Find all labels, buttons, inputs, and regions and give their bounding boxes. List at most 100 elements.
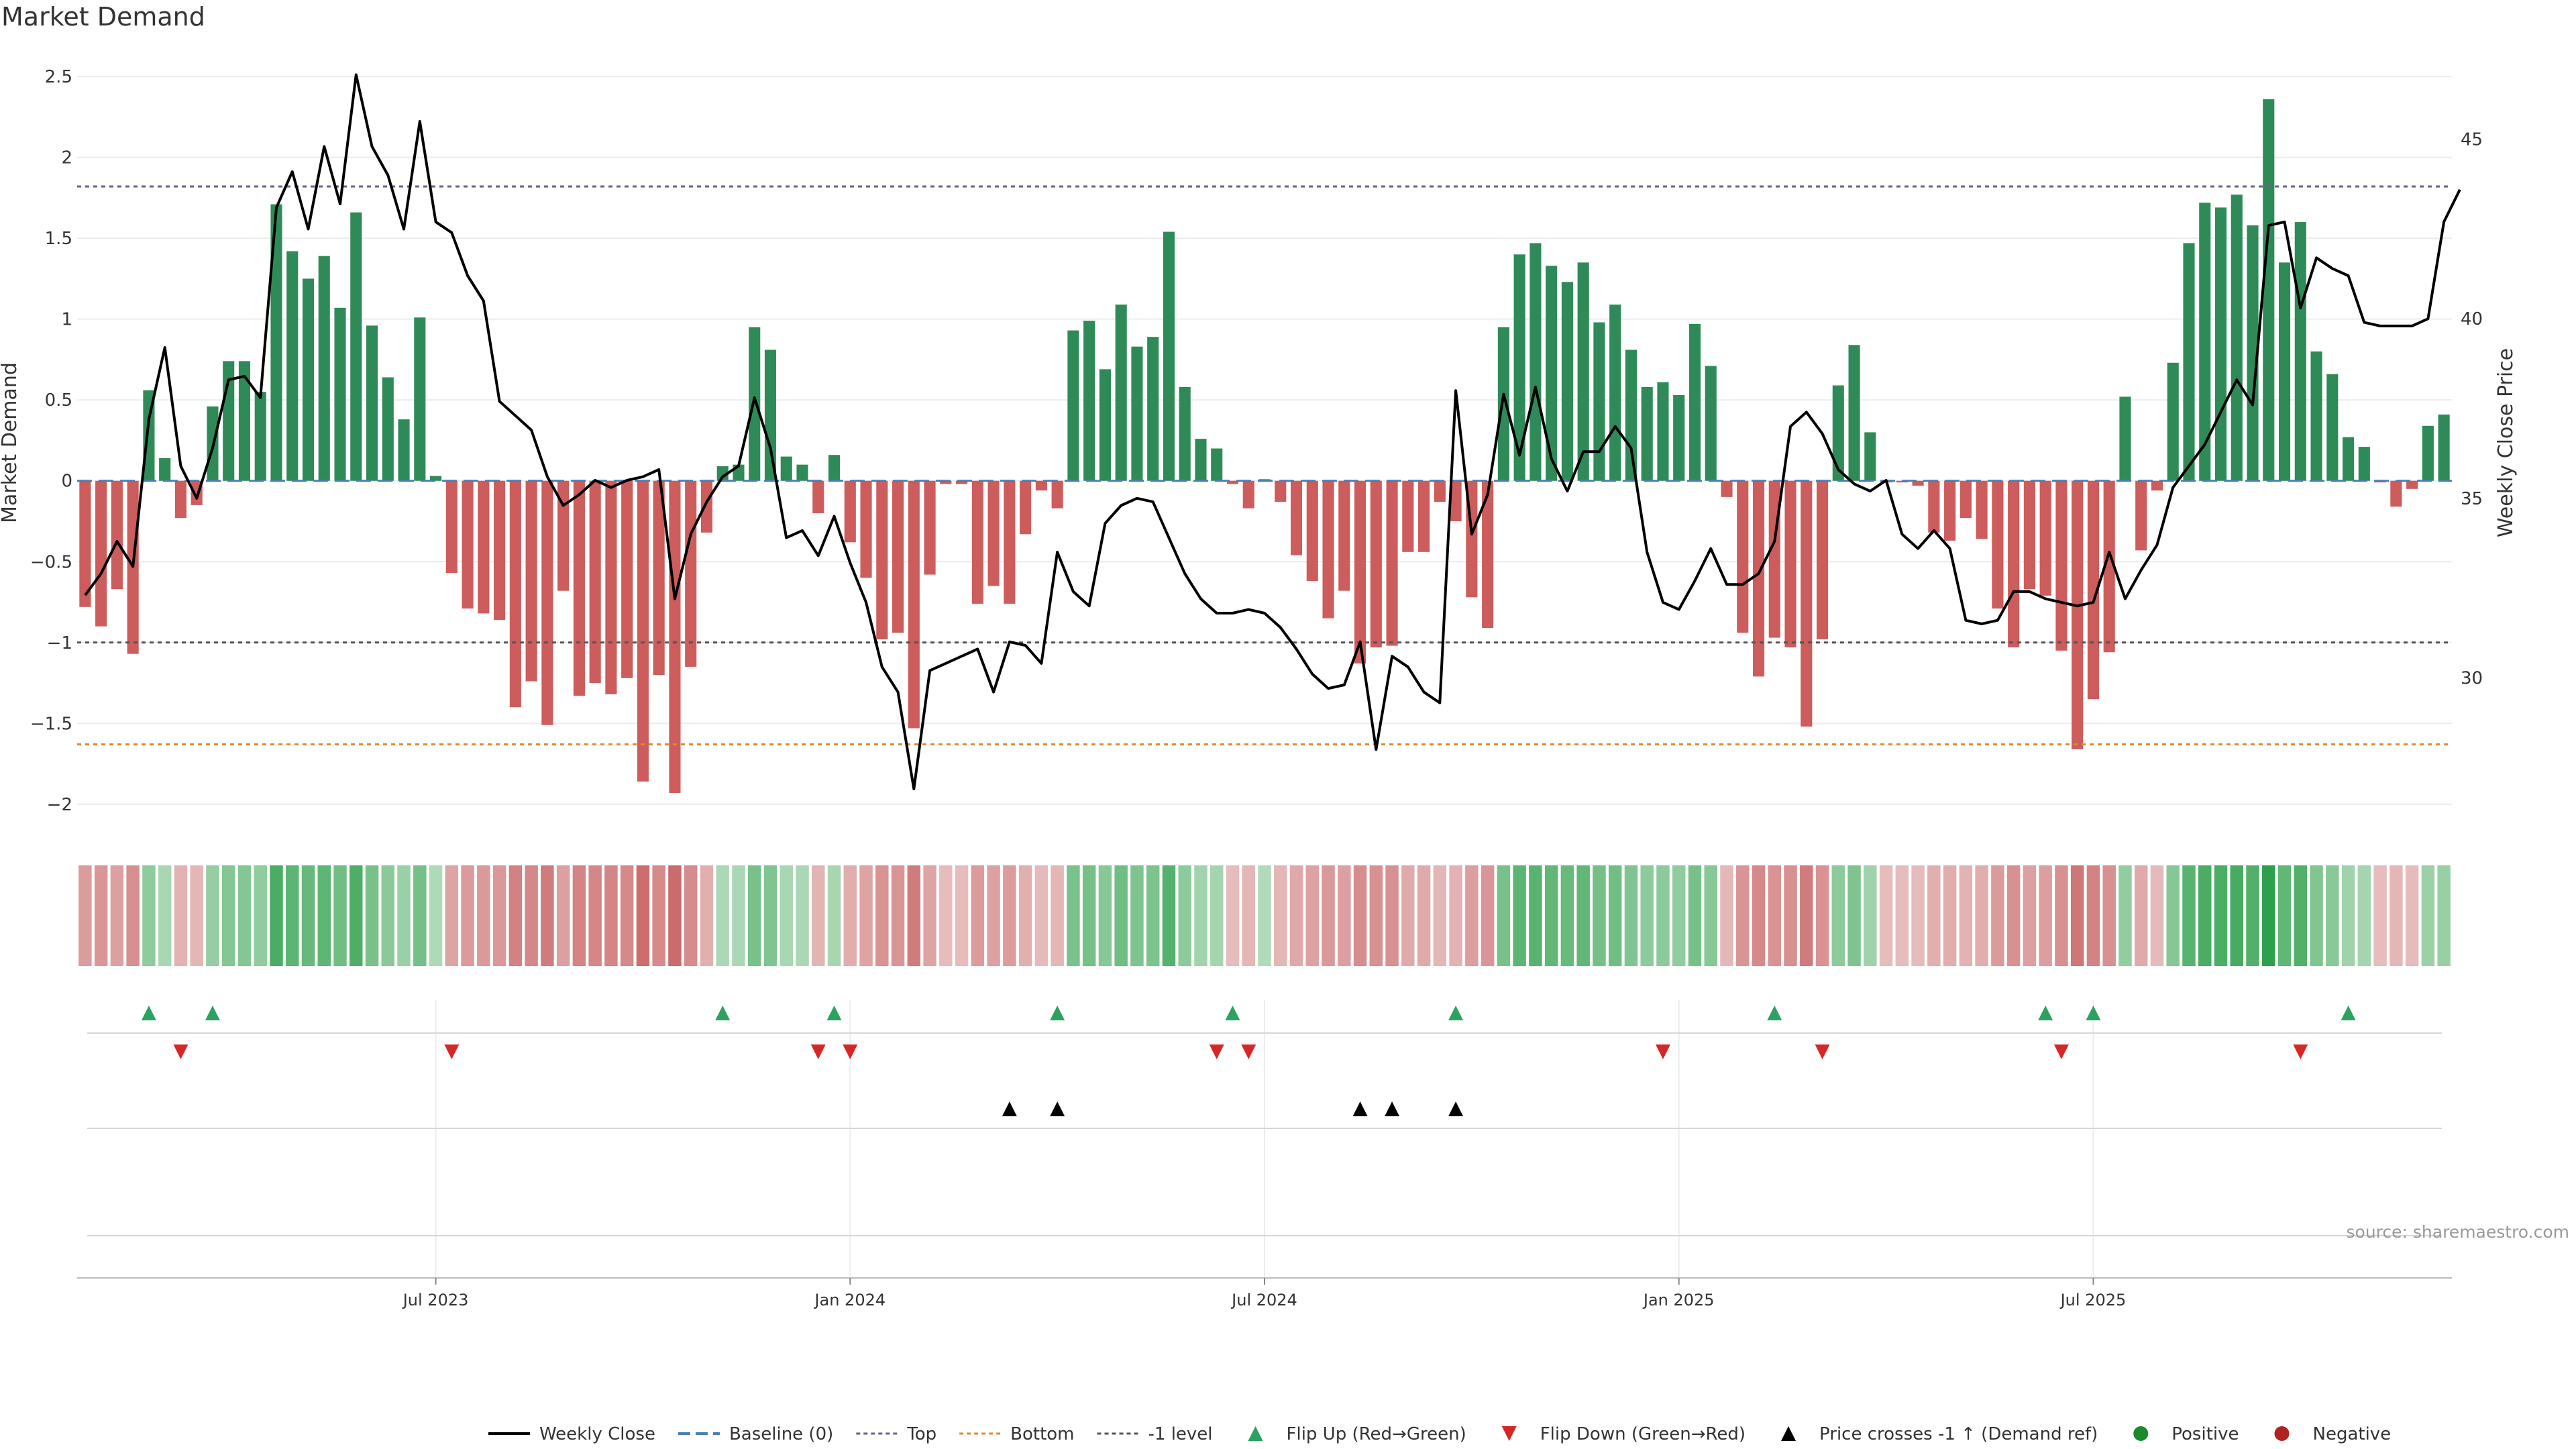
heat-cell xyxy=(1433,865,1447,966)
heat-cell xyxy=(1114,865,1128,966)
demand-bar-negative xyxy=(1354,480,1366,664)
flip-down-marker xyxy=(810,1044,826,1059)
demand-bar-positive xyxy=(1513,254,1525,481)
heat-cell xyxy=(2086,865,2100,966)
price-cross-marker xyxy=(1352,1102,1368,1116)
heat-cell xyxy=(2230,865,2244,966)
demand-bar-negative xyxy=(1035,480,1047,491)
heat-cell xyxy=(541,865,554,966)
demand-bar-positive xyxy=(2183,243,2195,481)
legend-label: Top xyxy=(906,1424,936,1444)
heat-cell xyxy=(923,865,936,966)
demand-bar-negative xyxy=(1418,480,1430,552)
demand-bar-negative xyxy=(1960,480,1972,519)
demand-bar-positive xyxy=(1179,386,1191,481)
demand-bar-positive xyxy=(2119,396,2131,481)
demand-bar-negative xyxy=(812,480,824,513)
demand-bar-negative xyxy=(2008,480,2020,648)
heat-cell xyxy=(1576,865,1590,966)
heat-cell xyxy=(716,865,729,966)
heat-cell xyxy=(1210,865,1224,966)
y2-tick-label: 30 xyxy=(2461,668,2483,688)
demand-bar-positive xyxy=(1641,386,1653,481)
legend-label: Weekly Close xyxy=(539,1424,655,1444)
demand-bar-negative xyxy=(1992,480,2004,609)
demand-bar-negative xyxy=(494,480,506,621)
demand-bar-positive xyxy=(2263,99,2275,481)
heat-cell xyxy=(1656,865,1670,966)
price-cross-marker xyxy=(1002,1102,1017,1116)
heat-cell xyxy=(1544,865,1558,966)
demand-bar-negative xyxy=(1322,480,1334,619)
demand-bar-positive xyxy=(1195,439,1207,481)
heat-cell xyxy=(939,865,953,966)
demand-bar-negative xyxy=(621,480,633,678)
flip-up-marker xyxy=(1767,1006,1782,1020)
heat-cell xyxy=(684,865,698,966)
demand-bar-negative xyxy=(1242,480,1254,508)
heat-cell xyxy=(413,865,427,966)
y-tick-label: −0.5 xyxy=(30,552,72,572)
heat-cell xyxy=(843,865,857,966)
demand-bar-negative xyxy=(908,480,920,729)
demand-bar-negative xyxy=(892,480,904,633)
demand-bar-negative xyxy=(1784,480,1796,648)
heat-cell xyxy=(1927,865,1941,966)
heat-cell xyxy=(508,865,523,966)
heat-cell xyxy=(221,865,235,966)
demand-bar-negative xyxy=(1290,480,1303,555)
demand-bar-negative xyxy=(987,480,1000,586)
legend-label: -1 level xyxy=(1148,1424,1213,1444)
legend-label: Bottom xyxy=(1010,1424,1074,1444)
x-tick-label: Jul 2023 xyxy=(402,1291,469,1309)
heat-cell xyxy=(1194,865,1208,966)
demand-bar-positive xyxy=(1625,350,1637,481)
demand-bar-negative xyxy=(1752,480,1765,677)
heat-cell xyxy=(987,865,1000,966)
heat-cell xyxy=(445,865,459,966)
legend-swatch-up-triangle xyxy=(1248,1426,1263,1441)
heat-cell xyxy=(1752,865,1766,966)
heat-cell xyxy=(2118,865,2132,966)
demand-bar-negative xyxy=(956,480,968,484)
heat-cell xyxy=(1067,865,1080,966)
demand-bar-positive xyxy=(1497,327,1509,481)
heat-cell xyxy=(2166,865,2180,966)
heat-cell xyxy=(2310,865,2323,966)
x-tick-label: Jan 2024 xyxy=(813,1291,885,1309)
demand-bar-negative xyxy=(1944,480,1956,541)
heat-cell xyxy=(1258,865,1271,966)
heat-cell xyxy=(2023,865,2037,966)
flip-down-marker xyxy=(1815,1044,1830,1059)
heat-cell xyxy=(572,865,586,966)
price-cross-marker xyxy=(1385,1102,1400,1116)
heat-cell xyxy=(270,865,283,966)
heat-cell xyxy=(397,865,411,966)
demand-bar-positive xyxy=(1609,304,1621,481)
flip-down-marker xyxy=(444,1044,460,1059)
demand-bar-negative xyxy=(1004,480,1016,604)
heat-cell xyxy=(110,865,124,966)
heat-cell xyxy=(556,865,570,966)
demand-bar-negative xyxy=(79,480,91,607)
heat-cell xyxy=(1800,865,1813,966)
y-tick-label: 1 xyxy=(61,310,72,330)
demand-bar-negative xyxy=(876,480,888,639)
demand-bar-positive xyxy=(1688,323,1701,481)
demand-bar-positive xyxy=(2278,262,2291,481)
demand-bar-negative xyxy=(1721,480,1733,497)
heat-cell xyxy=(477,865,490,966)
flip-up-marker xyxy=(2086,1006,2101,1020)
demand-bar-negative xyxy=(541,480,553,725)
legend-swatch-down-triangle xyxy=(1501,1426,1517,1441)
demand-bar-positive xyxy=(1147,337,1159,481)
demand-bar-negative xyxy=(1226,480,1239,484)
heat-cell xyxy=(1082,865,1096,966)
heat-cell xyxy=(2246,865,2259,966)
heat-cell xyxy=(2373,865,2387,966)
heat-cell xyxy=(747,865,761,966)
demand-bar-negative xyxy=(2135,480,2147,551)
heat-cell xyxy=(174,865,188,966)
heat-cell xyxy=(796,865,809,966)
heat-cell xyxy=(2294,865,2308,966)
